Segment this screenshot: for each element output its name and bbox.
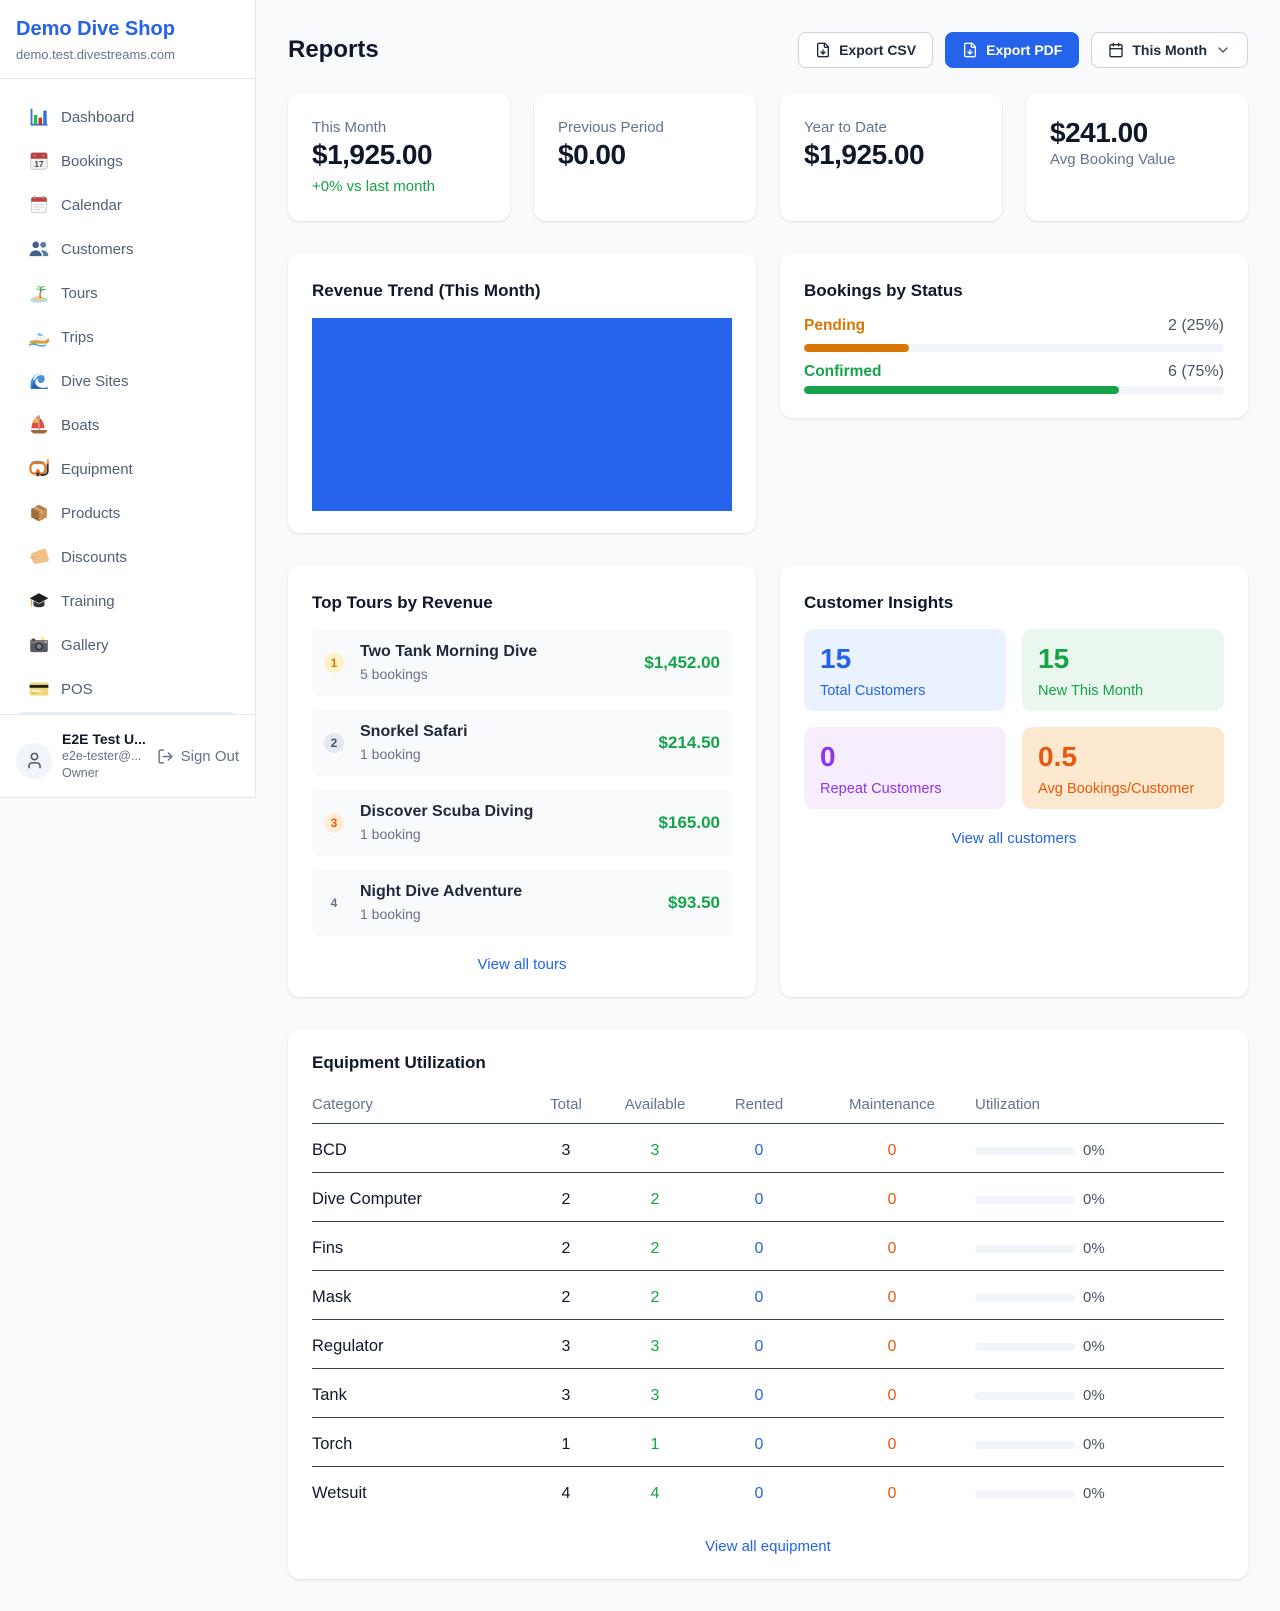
svg-text:17: 17	[34, 160, 44, 169]
